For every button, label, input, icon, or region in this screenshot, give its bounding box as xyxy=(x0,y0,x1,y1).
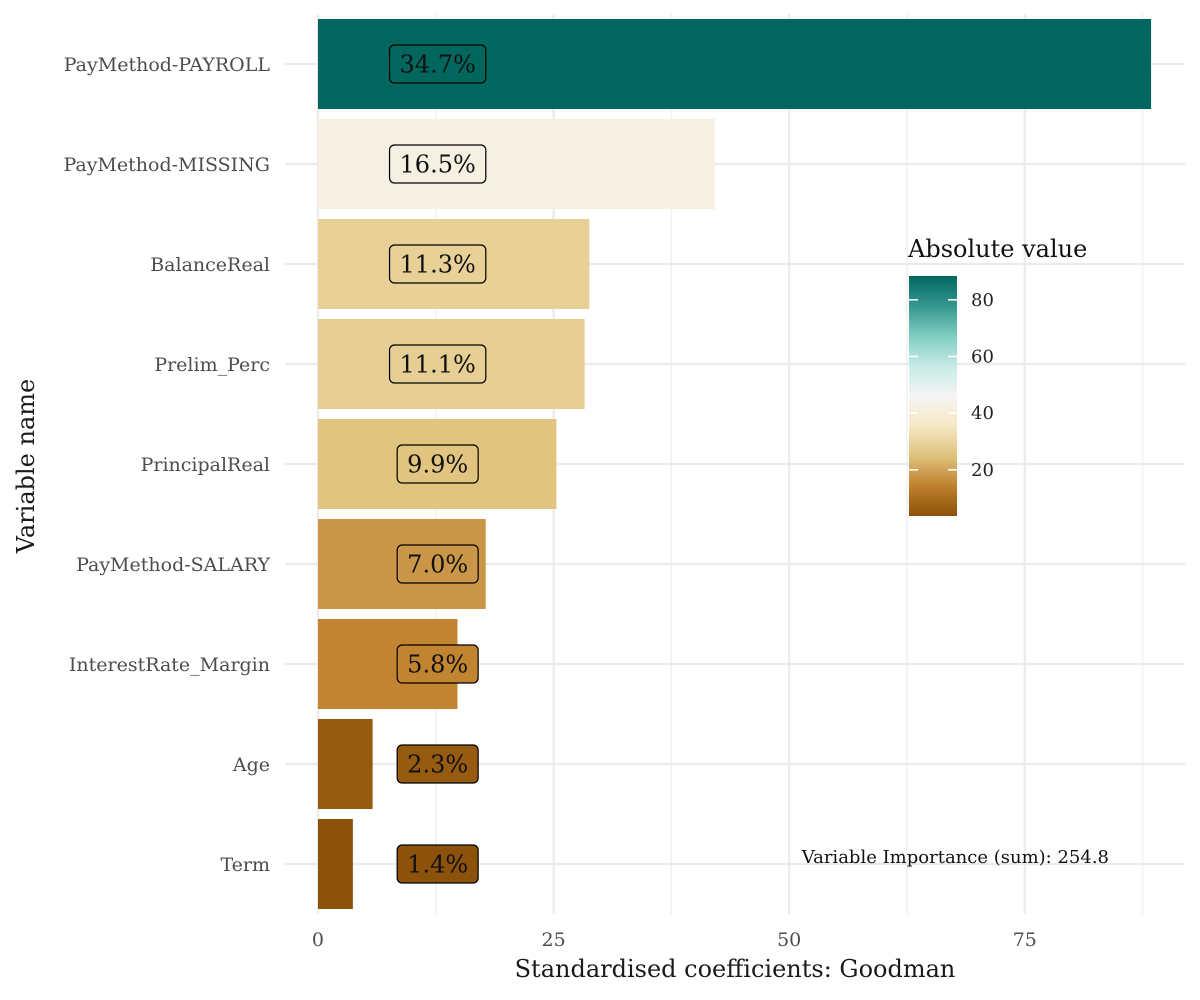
bar-label-box xyxy=(396,844,479,884)
y-tick-label: BalanceReal xyxy=(150,254,270,276)
legend-tick-label: 60 xyxy=(971,346,994,367)
legend-title: Absolute value xyxy=(907,235,1087,263)
bar-label-text: 5.8% xyxy=(407,651,468,679)
y-axis-ticks: PayMethod-PAYROLL PayMethod-MISSING Balanc… xyxy=(63,54,270,876)
bar-label: 11.1% xyxy=(388,344,487,384)
bar-label: 16.5% xyxy=(388,144,487,184)
bar-label-text: 16.5% xyxy=(400,151,476,179)
x-tick-label: 0 xyxy=(312,929,324,951)
legend-tick-label: 80 xyxy=(971,290,994,311)
x-tick-label: 50 xyxy=(777,929,801,951)
bar-label-box xyxy=(388,244,487,284)
bar-label-box xyxy=(388,144,487,184)
bar-label: 11.3% xyxy=(388,244,487,284)
y-tick-label: Term xyxy=(220,854,270,876)
bar-label-text: 7.0% xyxy=(407,551,468,579)
bar-label-text: 11.3% xyxy=(400,251,476,279)
bar-label-text: 9.9% xyxy=(407,451,468,479)
legend-tick-label: 20 xyxy=(971,460,994,481)
bar-label: 34.7% xyxy=(388,44,487,84)
bar-label-box xyxy=(396,544,479,584)
y-axis-title: Variable name xyxy=(12,379,40,555)
importance-annotation: Variable Importance (sum): 254.8 xyxy=(801,847,1109,868)
bar-label-box xyxy=(396,644,479,684)
bar-label-box xyxy=(388,44,487,84)
bar-label-box xyxy=(396,744,479,784)
y-tick-label: Prelim_Perc xyxy=(154,354,270,376)
x-axis-ticks: 0 25 50 75 xyxy=(312,929,1037,951)
bar-label: 2.3% xyxy=(396,744,479,784)
bar-label: 7.0% xyxy=(396,544,479,584)
bar-label-text: 11.1% xyxy=(400,351,476,379)
y-tick-label: Age xyxy=(232,754,270,776)
legend-tick-label: 40 xyxy=(971,403,994,424)
bar-label: 5.8% xyxy=(396,644,479,684)
bar-label: 1.4% xyxy=(396,844,479,884)
bar-age xyxy=(317,719,373,809)
legend-ticks: 20 40 60 80 xyxy=(909,290,994,481)
bar-label-box xyxy=(396,444,479,484)
y-tick-label: PayMethod-MISSING xyxy=(63,154,270,176)
x-axis-title: Standardised coefficients: Goodman xyxy=(515,955,956,983)
x-tick-label: 25 xyxy=(541,929,565,951)
bar-label-text: 1.4% xyxy=(407,851,468,879)
y-tick-label: InterestRate_Margin xyxy=(69,654,270,676)
bar-label-box xyxy=(388,344,487,384)
bar-paymethod-missing xyxy=(317,119,715,209)
y-tick-label: PayMethod-SALARY xyxy=(76,554,270,576)
bar-labels: 34.7% 16.5% 11.3% 11.1% 9.9% 7.0% 5.8% 2.3% 1.4% xyxy=(388,44,487,884)
legend: Absolute value 20 40 60 80 xyxy=(907,235,1087,516)
x-tick-label: 75 xyxy=(1013,929,1037,951)
bar-term xyxy=(317,819,353,909)
y-tick-label: PayMethod-PAYROLL xyxy=(64,54,271,76)
y-tick-label: PrincipalReal xyxy=(141,454,270,476)
bar-label-text: 2.3% xyxy=(407,751,468,779)
bar-label-text: 34.7% xyxy=(400,51,476,79)
bar-label: 9.9% xyxy=(396,444,479,484)
legend-colorbar xyxy=(909,276,957,516)
